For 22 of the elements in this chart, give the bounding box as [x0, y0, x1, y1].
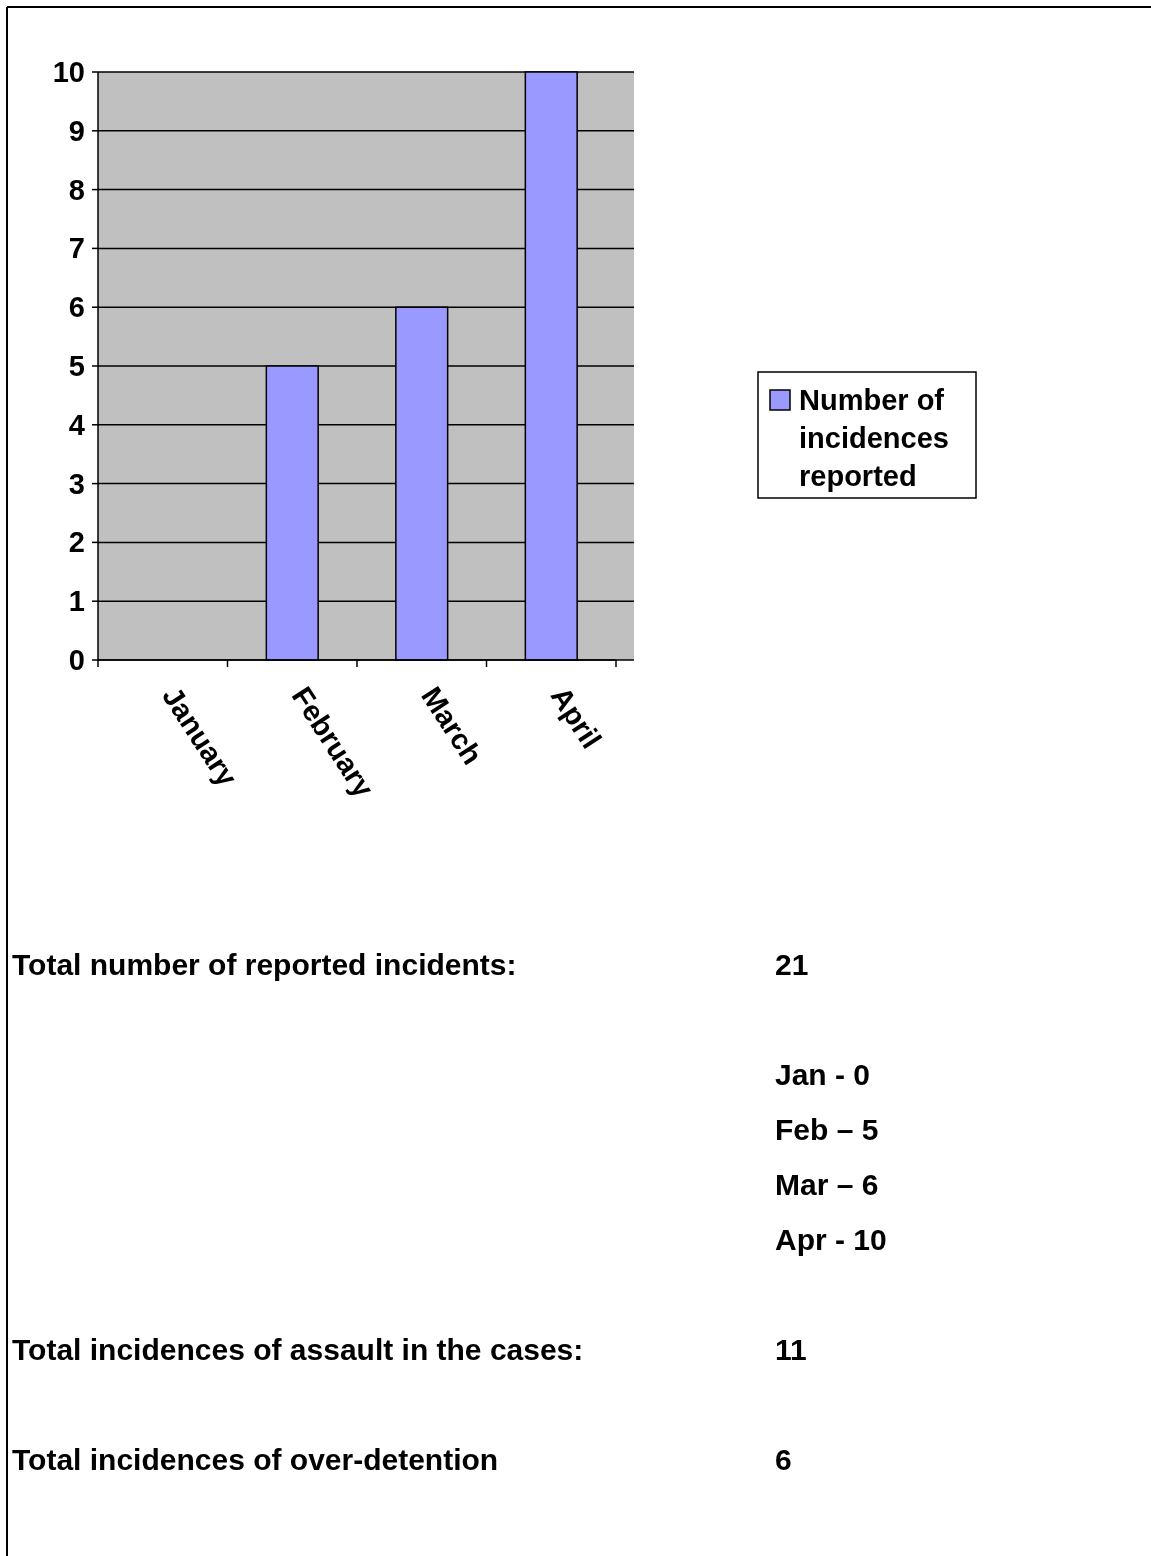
- y-tick-label: 1: [68, 585, 85, 618]
- y-tick-label: 7: [68, 232, 85, 265]
- y-tick-label: 8: [68, 173, 85, 206]
- text: Apr - 10: [775, 1223, 887, 1256]
- y-tick-label: 6: [68, 291, 85, 324]
- text: Mar – 6: [775, 1168, 879, 1201]
- y-tick-label: 4: [68, 408, 85, 441]
- text: Total incidences of over-detention: [12, 1443, 499, 1476]
- y-tick-label: 0: [68, 644, 85, 676]
- legend-label: Number of incidences reported: [799, 384, 949, 492]
- text: Total incidences of assault in the cases:: [12, 1333, 584, 1366]
- text: Jan - 0: [775, 1058, 871, 1091]
- text: Total number of reported incidents:: [12, 948, 517, 981]
- y-tick-label: 10: [52, 56, 85, 88]
- y-tick-label: 2: [68, 526, 85, 559]
- y-tick-label: 3: [68, 467, 85, 500]
- text: 21: [775, 948, 809, 981]
- text: 11: [775, 1333, 807, 1366]
- y-tick-label: 9: [68, 114, 85, 147]
- y-tick-label: 5: [68, 350, 85, 382]
- text: Feb – 5: [775, 1113, 879, 1146]
- text: 6: [775, 1443, 792, 1476]
